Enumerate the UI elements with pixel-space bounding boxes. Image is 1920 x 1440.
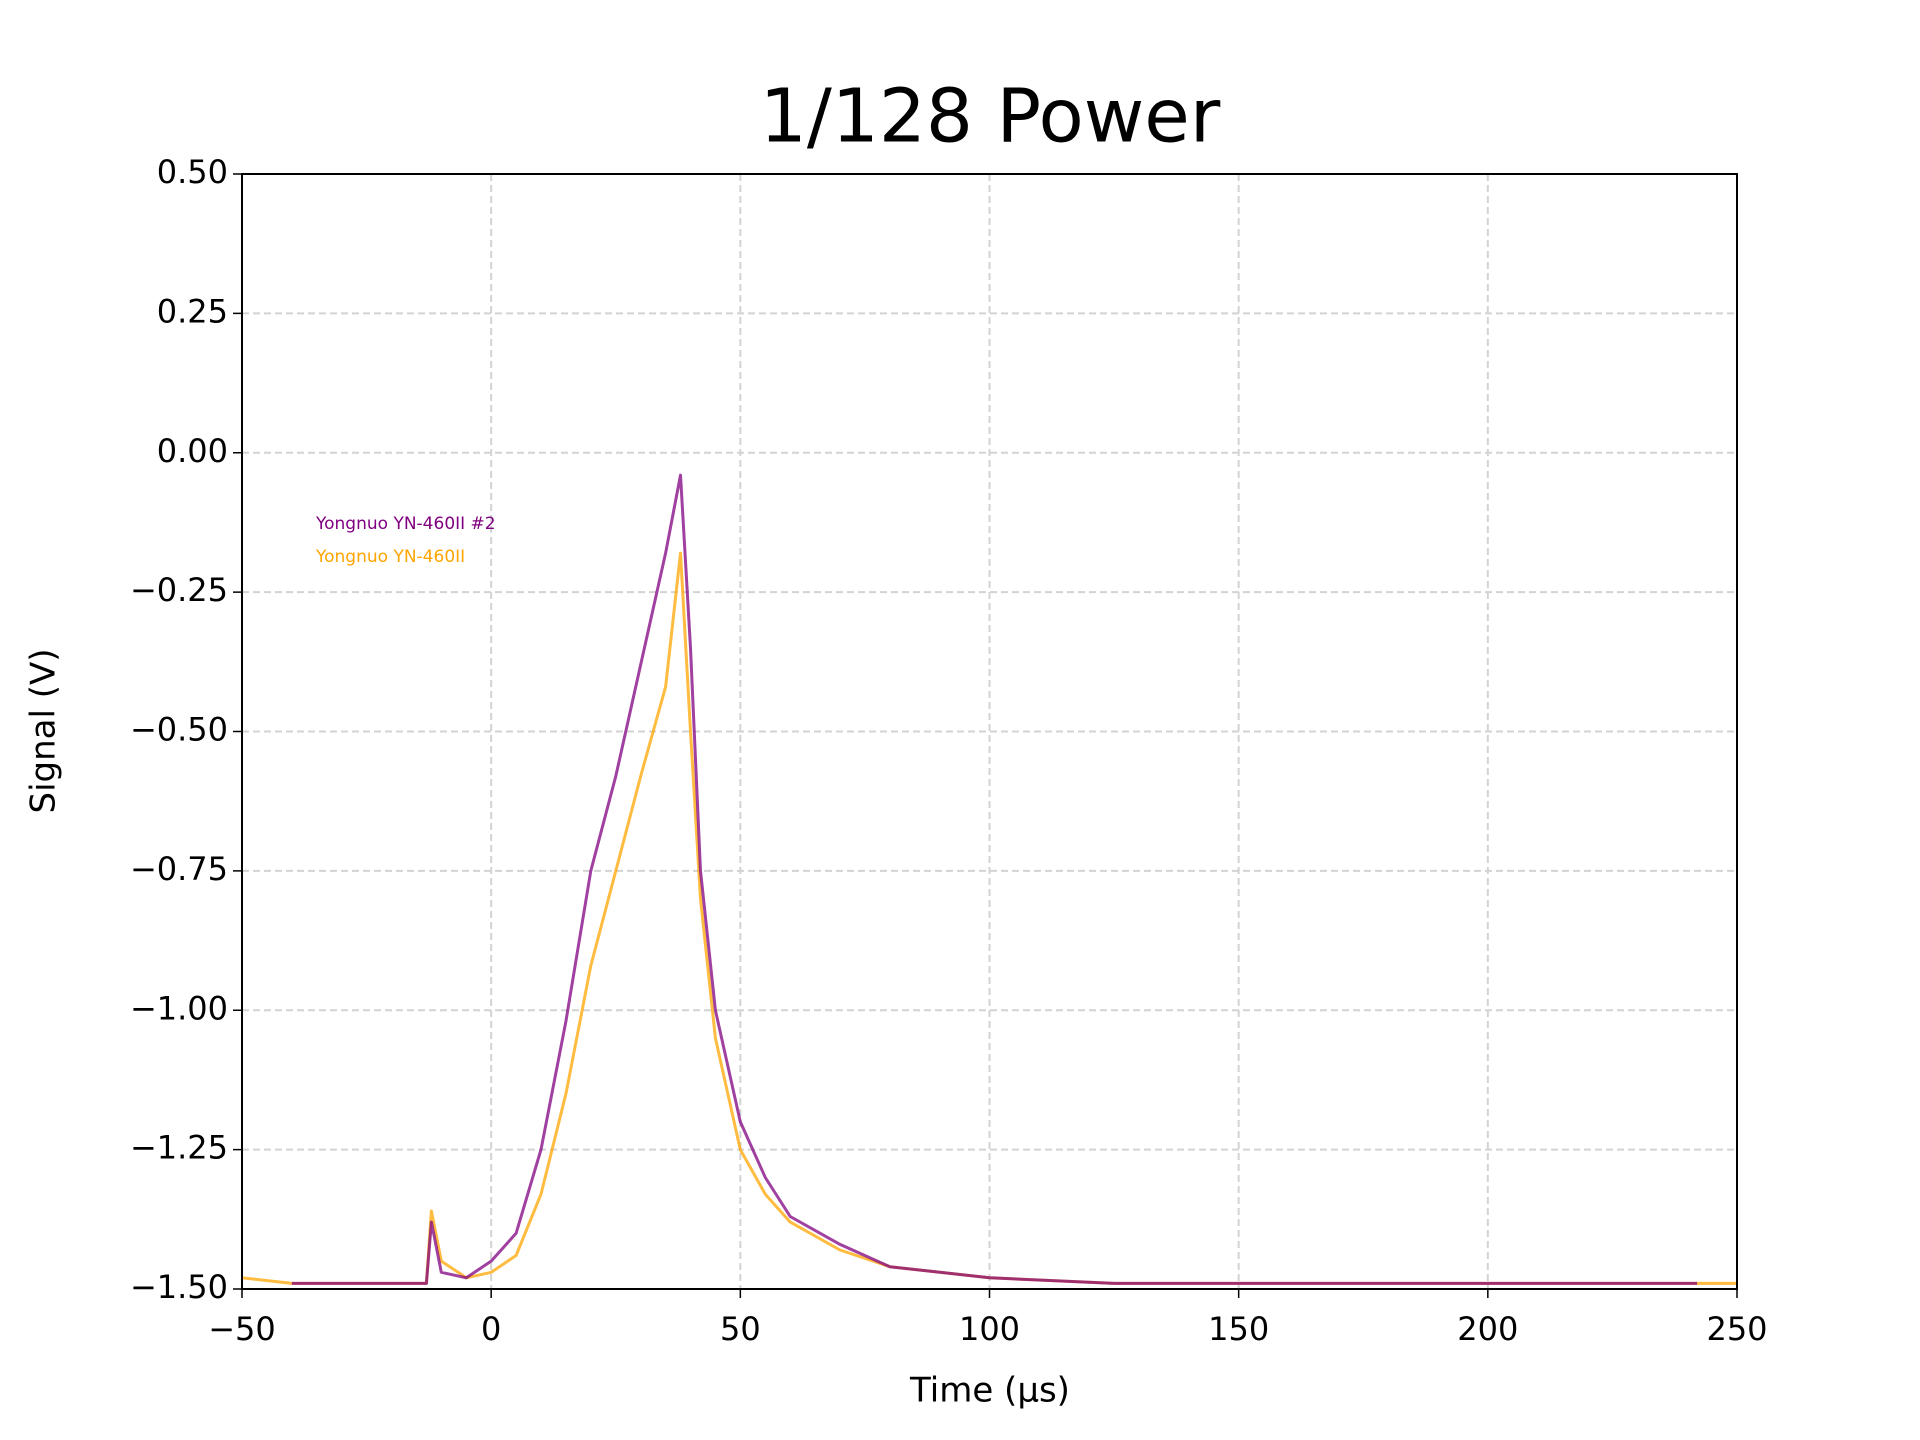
chart-title: 1/128 Power [760, 74, 1221, 160]
x-axis-label: Time (μs) [909, 1371, 1070, 1411]
legend-label: Yongnuo YN-460II [315, 547, 465, 567]
y-tick-label: −0.25 [130, 571, 228, 609]
x-tick-label: 100 [959, 1310, 1020, 1348]
y-axis-label: Signal (V) [24, 648, 64, 813]
y-tick-label: −1.00 [130, 989, 228, 1027]
x-tick-label: 0 [481, 1310, 501, 1348]
x-tick-label: 50 [720, 1310, 761, 1348]
y-tick-label: −0.50 [130, 711, 228, 749]
x-tick-label: 150 [1208, 1310, 1269, 1348]
y-tick-label: −1.50 [130, 1268, 228, 1306]
x-tick-label: 200 [1457, 1310, 1518, 1348]
y-tick-label: −1.25 [130, 1129, 228, 1167]
y-tick-label: 0.25 [157, 292, 228, 330]
y-tick-label: 0.00 [157, 432, 228, 470]
legend-label: Yongnuo YN-460II #2 [315, 514, 496, 534]
plot-frame [241, 173, 1738, 1290]
y-tick-label: −0.75 [130, 850, 228, 888]
y-tick-label: 0.50 [157, 153, 228, 191]
series-line [291, 473, 1698, 1285]
x-tick-label: −50 [208, 1310, 276, 1348]
x-tick-label: 250 [1706, 1310, 1767, 1348]
